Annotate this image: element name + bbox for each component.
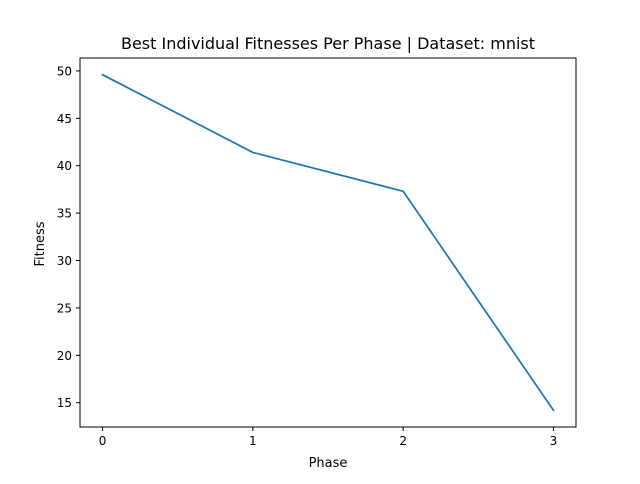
y-tick-label-50: 50 bbox=[57, 64, 72, 78]
series-line-0 bbox=[101, 73, 555, 412]
y-tick-label-20: 20 bbox=[57, 349, 72, 363]
y-axis-label: Fitness bbox=[33, 221, 48, 266]
x-tick-label-2: 2 bbox=[399, 434, 407, 448]
plot-frame bbox=[79, 57, 577, 428]
y-tick-label-15: 15 bbox=[57, 396, 72, 410]
plot-area: 0 1 2 3 15 20 25 30 35 40 45 50 bbox=[57, 57, 577, 448]
x-tick-label-3: 3 bbox=[550, 434, 558, 448]
y-tick-label-25: 25 bbox=[57, 301, 72, 315]
x-axis-label: Phase bbox=[309, 456, 348, 471]
x-tick-label-1: 1 bbox=[249, 434, 257, 448]
y-tick-label-35: 35 bbox=[57, 207, 72, 221]
x-tick-label-0: 0 bbox=[99, 434, 107, 448]
y-tick-label-45: 45 bbox=[57, 112, 72, 126]
y-tick-label-40: 40 bbox=[57, 159, 72, 173]
chart-title: Best Individual Fitnesses Per Phase | Da… bbox=[121, 34, 535, 53]
y-tick-label-30: 30 bbox=[57, 254, 72, 268]
